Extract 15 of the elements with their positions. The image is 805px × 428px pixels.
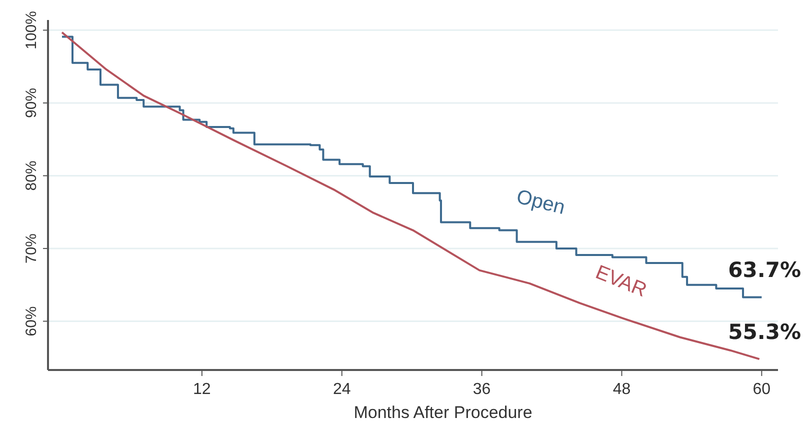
text: EVAR bbox=[592, 261, 650, 302]
y-tick-label: 80% bbox=[23, 160, 40, 191]
y-tick-label: 70% bbox=[23, 233, 40, 264]
x-axis-title: Months After Procedure bbox=[354, 403, 532, 422]
x-tick-label: 48 bbox=[612, 381, 631, 398]
y-tick-label: 100% bbox=[23, 11, 40, 50]
x-tick-label: 36 bbox=[472, 381, 491, 398]
x-tick-label: 60 bbox=[752, 381, 771, 398]
annotation: 63.7% bbox=[728, 258, 801, 282]
annotation: 55.3% bbox=[728, 320, 801, 344]
y-tick-label: 90% bbox=[23, 88, 40, 118]
x-tick-label: 12 bbox=[193, 381, 211, 398]
y-tick-label: 60% bbox=[23, 306, 40, 336]
x-tick-label: 24 bbox=[332, 381, 351, 398]
text: Open bbox=[514, 186, 568, 220]
